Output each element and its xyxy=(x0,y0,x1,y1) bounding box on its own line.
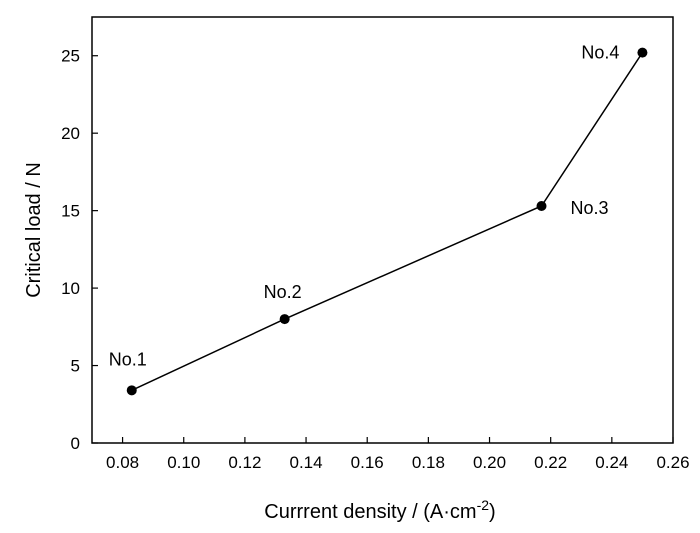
y-axis-ticks: 0 5 10 15 20 25 xyxy=(61,47,98,453)
point-label: No.3 xyxy=(570,198,608,218)
data-point xyxy=(637,47,648,58)
y-tick-label: 25 xyxy=(61,47,80,66)
y-tick-label: 10 xyxy=(61,279,80,298)
x-tick-label: 0.22 xyxy=(534,453,567,472)
x-tick-label: 0.14 xyxy=(290,453,323,472)
x-tick-label: 0.16 xyxy=(351,453,384,472)
data-markers xyxy=(126,47,648,396)
x-tick-label: 0.20 xyxy=(473,453,506,472)
plot-frame xyxy=(91,16,674,444)
data-point xyxy=(279,314,290,325)
data-point xyxy=(126,385,137,396)
point-label: No.2 xyxy=(264,282,302,302)
y-tick-label: 5 xyxy=(71,357,80,376)
y-tick-label: 0 xyxy=(71,434,80,453)
point-labels: No.1 No.2 No.3 No.4 xyxy=(109,43,620,370)
x-axis-label-end: ) xyxy=(489,501,496,523)
x-tick-label: 0.24 xyxy=(595,453,628,472)
x-axis-label-main: Currrent density / (A·cm xyxy=(264,501,476,523)
x-tick-label: 0.12 xyxy=(228,453,261,472)
x-axis-label-sup: -2 xyxy=(477,497,490,513)
y-tick-label: 20 xyxy=(61,124,80,143)
point-label: No.4 xyxy=(581,43,619,63)
x-tick-label: 0.10 xyxy=(167,453,200,472)
data-point xyxy=(536,200,547,211)
x-tick-label: 0.18 xyxy=(412,453,445,472)
series-line xyxy=(131,52,644,392)
x-tick-label: 0.08 xyxy=(106,453,139,472)
x-axis-ticks: 0.08 0.10 0.12 0.14 0.16 0.18 0.20 0.22 0.24 0.26 xyxy=(106,437,690,472)
point-label: No.1 xyxy=(109,349,147,369)
x-axis-label: Currrent density / (A·cm-2) xyxy=(264,497,495,523)
y-tick-label: 15 xyxy=(61,202,80,221)
x-tick-label: 0.26 xyxy=(656,453,689,472)
y-axis-label: Critical load / N xyxy=(23,162,45,298)
